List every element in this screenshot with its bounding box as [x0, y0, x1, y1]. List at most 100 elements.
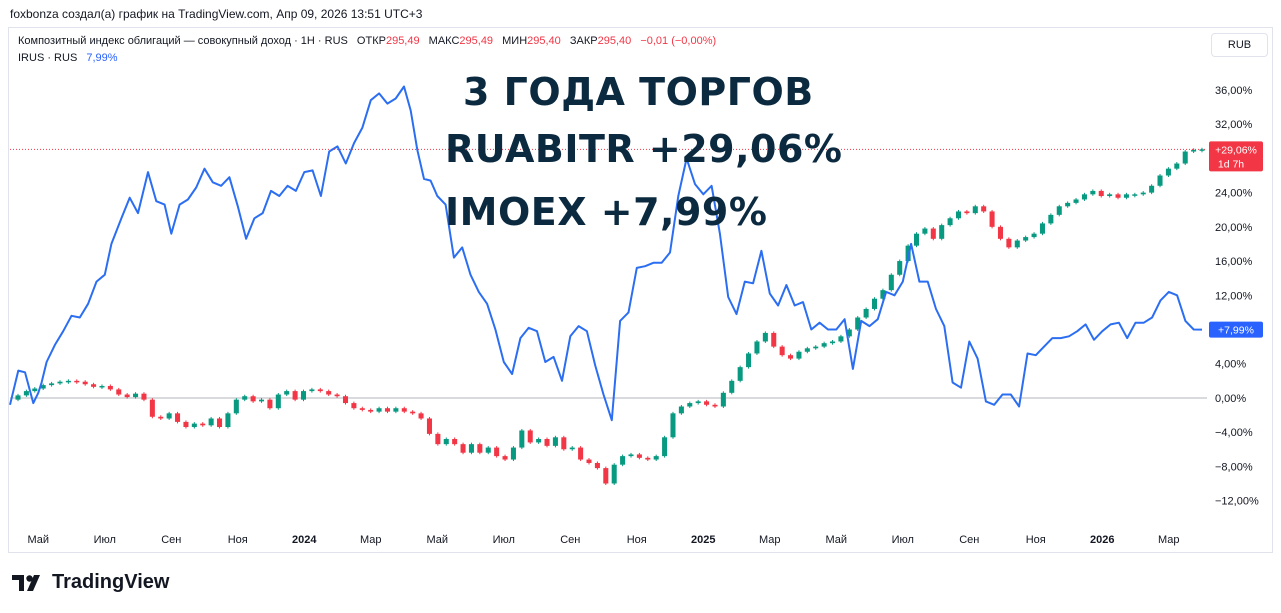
candle — [645, 457, 651, 460]
candle — [393, 408, 399, 412]
candle — [872, 298, 878, 309]
candle — [510, 447, 516, 460]
legend-bond-index[interactable]: Композитный индекс облигаций — совокупны… — [18, 35, 716, 47]
candle — [74, 380, 80, 383]
legend-change-value: −0,01 (−0,00%) — [640, 35, 717, 47]
candle — [443, 439, 449, 445]
legend-close-label: ЗАКР — [569, 35, 598, 47]
candle — [1014, 240, 1020, 248]
candle — [267, 399, 273, 409]
legend-irus-value: 7,99% — [86, 52, 118, 64]
candle — [737, 367, 743, 381]
candle — [292, 391, 298, 400]
candle — [334, 394, 340, 397]
candle — [326, 391, 332, 395]
legend-irus[interactable]: IRUS · RUS 7,99% — [18, 52, 118, 64]
candle — [1107, 194, 1113, 197]
candle — [149, 399, 155, 417]
candle — [107, 385, 113, 390]
candle — [1182, 151, 1188, 164]
legend-low-value: 295,40 — [527, 35, 561, 47]
irus-last-badge — [1209, 321, 1263, 338]
candle — [175, 413, 181, 422]
candle — [1098, 190, 1104, 197]
candle — [695, 401, 701, 404]
candle — [670, 413, 676, 438]
x-axis-tick-label: Июл — [493, 534, 515, 546]
candle — [863, 308, 869, 318]
candle — [830, 341, 836, 344]
candle — [788, 355, 794, 359]
candle — [620, 456, 626, 465]
irus-last-badge-text: +7,99% — [1218, 325, 1254, 337]
y-axis-tick-label: 20,00% — [1215, 222, 1253, 234]
candle — [611, 464, 617, 484]
candle — [897, 261, 903, 275]
candle — [32, 388, 38, 392]
candle — [217, 418, 223, 428]
chart-frame — [8, 27, 1273, 553]
candle — [846, 329, 852, 337]
x-axis-tick-label: Мар — [1158, 534, 1180, 546]
candle — [15, 395, 21, 400]
candle — [275, 394, 281, 409]
candle — [1165, 168, 1171, 176]
candle — [233, 399, 239, 414]
candle — [704, 401, 710, 405]
legend-irus-name: IRUS · RUS — [18, 52, 78, 64]
overlay-imoex-return: IMOEX +7,99% — [445, 190, 768, 234]
candle — [821, 343, 827, 347]
x-axis-tick-label: Мар — [759, 534, 781, 546]
candle — [183, 421, 189, 428]
candle — [804, 348, 810, 352]
candle — [1023, 237, 1029, 241]
bond-index-last-badge-countdown: 1d 7h — [1218, 158, 1244, 170]
tradingview-logo[interactable]: TradingView — [12, 571, 169, 594]
legend-low-label: МИН — [502, 35, 528, 47]
candle — [1031, 233, 1037, 238]
candle — [418, 413, 424, 419]
candle — [141, 393, 147, 400]
candle — [124, 394, 130, 398]
candle — [561, 437, 567, 450]
legend-high-value: 295,49 — [459, 35, 494, 47]
candle — [1140, 192, 1146, 195]
x-axis-tick-label: 2025 — [691, 534, 715, 546]
candle — [888, 274, 894, 291]
candle — [1039, 223, 1045, 234]
candle — [57, 381, 63, 384]
x-axis-tick-label: Май — [426, 534, 448, 546]
x-axis-tick-label: Сен — [560, 534, 580, 546]
candle — [1065, 202, 1071, 207]
y-axis-tick-label: −4,00% — [1215, 427, 1253, 439]
candle — [342, 396, 349, 404]
legend-open-value: 295,49 — [385, 35, 420, 47]
candle — [754, 341, 760, 354]
candle — [65, 380, 71, 383]
bond-index-last-badge-text: +29,06% — [1215, 144, 1257, 156]
candle — [972, 206, 978, 214]
y-axis-tick-label: −8,00% — [1215, 461, 1253, 473]
x-axis-tick-label: Сен — [959, 534, 979, 546]
candle — [636, 454, 642, 458]
overlay-title: 3 ГОДА ТОРГОВ — [463, 70, 814, 114]
currency-button[interactable]: RUB — [1211, 33, 1268, 57]
candle — [662, 437, 668, 457]
candle — [779, 346, 785, 356]
x-axis-tick-label: Сен — [161, 534, 181, 546]
candle — [351, 403, 357, 409]
candle — [259, 399, 265, 402]
candle — [1115, 194, 1121, 198]
candle — [594, 462, 600, 469]
candle — [989, 211, 995, 227]
candle — [1199, 149, 1205, 151]
candle — [477, 444, 483, 453]
y-axis-tick-label: 0,00% — [1215, 393, 1246, 405]
candle — [687, 403, 693, 407]
candle — [1090, 190, 1096, 195]
legend-open-label: ОТКР — [356, 35, 386, 47]
candle — [284, 391, 290, 395]
y-axis-tick-label: 16,00% — [1215, 256, 1253, 268]
candle — [712, 404, 718, 407]
